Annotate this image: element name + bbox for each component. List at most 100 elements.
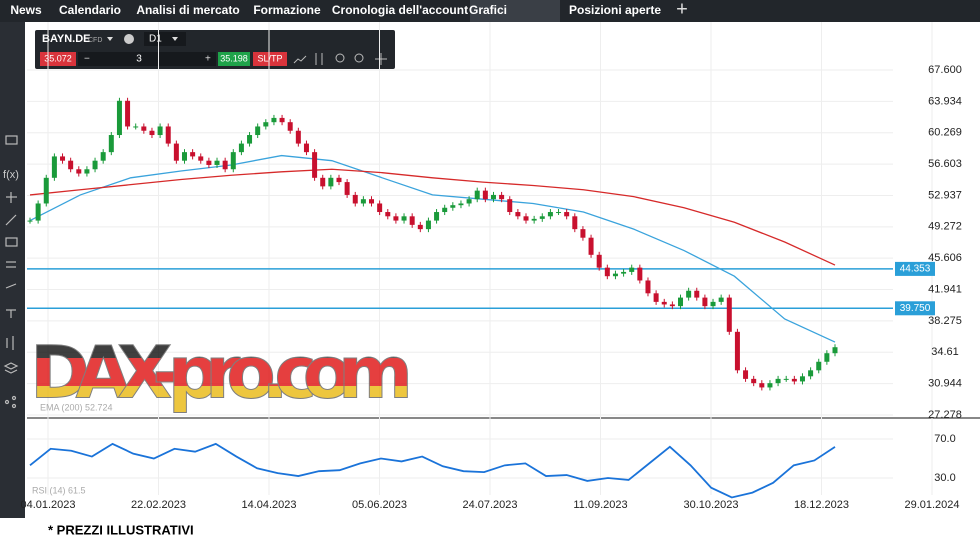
candle-body bbox=[629, 267, 635, 272]
candle-body bbox=[759, 383, 765, 388]
candle-body bbox=[247, 135, 253, 144]
rsi-label: RSI (14) 61.5 bbox=[32, 485, 86, 495]
candle-body bbox=[271, 117, 277, 123]
candle-body bbox=[547, 212, 553, 217]
ema-label: EMA (200) 52.724 bbox=[40, 402, 113, 412]
add-tab[interactable]: + bbox=[676, 0, 688, 20]
candle-body bbox=[596, 254, 602, 268]
candle-body bbox=[490, 194, 496, 200]
sell-button[interactable] bbox=[40, 52, 76, 66]
nav-tab[interactable]: Analisi di mercato bbox=[136, 3, 239, 17]
candle-body bbox=[499, 194, 505, 200]
candle-body bbox=[295, 130, 301, 144]
minus[interactable]: − bbox=[84, 54, 90, 65]
candle-body bbox=[222, 160, 228, 170]
candle-body bbox=[133, 126, 139, 128]
nav-tab[interactable]: Posizioni aperte bbox=[569, 3, 661, 17]
candle-body bbox=[190, 152, 196, 157]
nav-tab[interactable]: Formazione bbox=[253, 3, 321, 17]
candle-body bbox=[320, 177, 326, 187]
candle-body bbox=[775, 378, 781, 384]
nav-tab[interactable]: News bbox=[10, 3, 42, 17]
bid-price[interactable]: 35.072 bbox=[44, 53, 72, 63]
candle-body bbox=[360, 199, 366, 204]
candle-body bbox=[751, 378, 757, 384]
ask-price[interactable]: 35.198 bbox=[220, 53, 248, 63]
y-tick-label: 49.272 bbox=[928, 221, 962, 233]
candle-body bbox=[198, 156, 204, 161]
quantity[interactable]: 3 bbox=[136, 54, 142, 65]
nav-tab[interactable]: Grafici bbox=[469, 3, 507, 17]
candle-body bbox=[328, 177, 334, 187]
x-tick-label: 04.01.2023 bbox=[20, 499, 75, 511]
candle-body bbox=[434, 212, 440, 221]
candle-body bbox=[743, 370, 749, 379]
candle-body bbox=[51, 156, 57, 178]
candle-body bbox=[279, 117, 285, 123]
price-line-tag bbox=[895, 261, 935, 276]
y-tick-label: 38.275 bbox=[928, 315, 962, 327]
quantity-box[interactable] bbox=[78, 52, 216, 66]
fx-icon[interactable]: f(x) bbox=[3, 169, 19, 181]
active-tab[interactable] bbox=[470, 0, 560, 22]
y-tick-label: 34.61 bbox=[931, 346, 959, 358]
watermark: DAX-pro.com bbox=[30, 331, 413, 415]
candle-body bbox=[108, 135, 114, 153]
candle-body bbox=[287, 122, 293, 131]
nav-tab[interactable]: Cronologia dell'account bbox=[332, 3, 468, 17]
y-tick-label: 60.269 bbox=[928, 127, 962, 139]
candle-body bbox=[141, 126, 147, 131]
x-tick-label: 11.09.2023 bbox=[573, 499, 627, 511]
candle-body bbox=[149, 130, 155, 136]
candle-body bbox=[482, 190, 488, 200]
candle-body bbox=[466, 199, 472, 204]
candle-body bbox=[515, 212, 521, 217]
x-tick-label: 18.12.2023 bbox=[794, 499, 849, 511]
candle-body bbox=[531, 218, 537, 221]
y-tick-label: 45.606 bbox=[928, 252, 962, 264]
candle-body bbox=[726, 297, 732, 332]
dropdown[interactable] bbox=[107, 37, 113, 41]
info-icon[interactable] bbox=[124, 34, 134, 44]
candle-body bbox=[653, 293, 659, 302]
x-tick-label: 29.01.2024 bbox=[904, 499, 959, 511]
y-tick-label: 52.937 bbox=[928, 189, 962, 201]
candle-body bbox=[214, 160, 220, 165]
nav-tab[interactable]: Calendario bbox=[59, 3, 121, 17]
sidebar bbox=[0, 22, 25, 518]
timeframe[interactable]: D1 bbox=[149, 34, 162, 45]
candle-body bbox=[352, 194, 358, 204]
candle-body bbox=[580, 229, 586, 238]
candle-body bbox=[612, 273, 618, 277]
y-tick-label: 63.934 bbox=[928, 95, 962, 107]
candle-body bbox=[206, 160, 212, 165]
price-line-tag bbox=[895, 301, 935, 316]
symbol[interactable]: BAYN.DE bbox=[42, 33, 91, 45]
sltp[interactable]: SL/TP bbox=[257, 53, 282, 63]
candle-body bbox=[303, 143, 309, 153]
instrument: CFD bbox=[88, 37, 102, 44]
candle-body bbox=[393, 216, 399, 221]
candle-body bbox=[92, 160, 98, 170]
candle-body bbox=[661, 301, 667, 305]
toolbar-icons[interactable] bbox=[293, 53, 387, 65]
sltp-button[interactable] bbox=[253, 52, 287, 66]
candle-body bbox=[125, 100, 131, 127]
candle-body bbox=[783, 378, 789, 380]
x-tick-label: 24.07.2023 bbox=[462, 499, 517, 511]
footer-note: * PREZZI ILLUSTRATIVI bbox=[48, 522, 194, 537]
x-tick-label: 22.02.2023 bbox=[131, 499, 186, 511]
candle-body bbox=[68, 160, 74, 170]
buy-button[interactable] bbox=[218, 52, 250, 66]
candle-body bbox=[588, 237, 594, 255]
candle-body bbox=[710, 301, 716, 307]
rsi-tick-label: 30.0 bbox=[934, 472, 955, 484]
plus[interactable]: + bbox=[205, 54, 211, 65]
dropdown[interactable] bbox=[172, 37, 178, 41]
timeframe-box[interactable] bbox=[144, 32, 186, 46]
candle-body bbox=[344, 182, 350, 195]
candle-body bbox=[507, 199, 513, 213]
candle-body bbox=[116, 100, 122, 136]
